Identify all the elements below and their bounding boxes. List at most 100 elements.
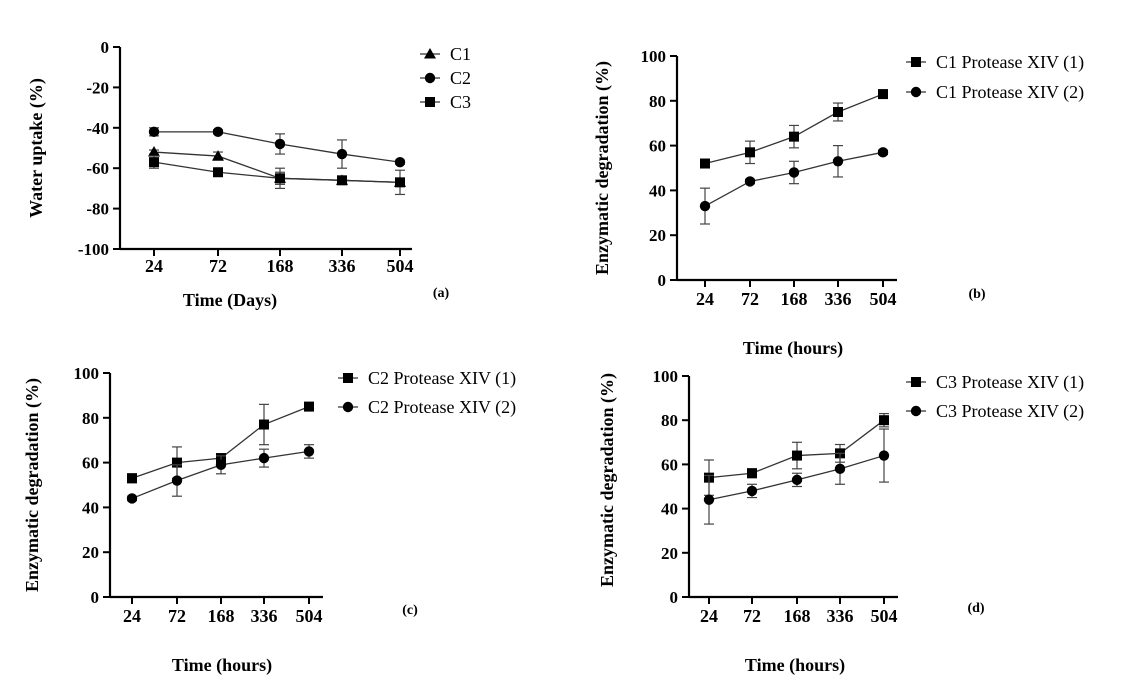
- panel1-data-point: [149, 157, 159, 168]
- panel4-y-tick-label: 60: [661, 455, 678, 474]
- panel3-data-point: [172, 457, 182, 468]
- panel3-x-tick-label: 336: [251, 606, 278, 626]
- panel2-x-tick-label: 504: [870, 289, 897, 309]
- panel2-panel-label: (b): [968, 287, 985, 302]
- panel1-y-tick-label: -20: [86, 78, 109, 97]
- panel2-x-tick-label: 24: [696, 289, 714, 309]
- panel1-x-tick-label: 168: [267, 256, 294, 276]
- panel4-x-tick-label: 504: [871, 606, 898, 626]
- panel4-y-axis-title: Enzymatic degradation (%): [597, 373, 618, 587]
- panel4-legend-label: C3 Protease XIV (1): [936, 372, 1084, 393]
- panel2-series-2: [699, 145, 889, 225]
- panel1-legend-label: C2: [450, 68, 471, 88]
- panel3-legend-swatch-marker: [342, 401, 354, 413]
- panel2-data-point: [789, 131, 799, 142]
- panel1-y-tick-label: -100: [78, 240, 109, 259]
- panel2-data-point: [699, 200, 711, 212]
- panel3-data-point: [127, 473, 137, 484]
- panel3-y-tick-label: 20: [82, 543, 99, 562]
- panel1-y-tick-label: -40: [86, 119, 109, 138]
- panel4-data-point: [834, 463, 846, 475]
- panel1-data-point: [213, 167, 223, 178]
- panel4-x-tick-label: 336: [827, 606, 854, 626]
- panel1-data-point: [394, 156, 406, 168]
- panel1-y-tick-label: -60: [86, 159, 109, 178]
- panel2-y-tick-label: 0: [658, 271, 667, 290]
- panel1-x-axis-title: Time (Days): [183, 290, 277, 311]
- panel2-y-tick-label: 80: [649, 92, 666, 111]
- panel4-data-point: [746, 485, 758, 497]
- panel1-x-tick-label: 24: [145, 256, 163, 276]
- panel1-x-tick-label: 504: [387, 256, 414, 276]
- panel2-data-point: [877, 147, 889, 158]
- panel4-data-point: [703, 494, 715, 505]
- panel4-y-tick-label: 0: [670, 588, 679, 607]
- panel3-panel-label: (c): [402, 603, 418, 618]
- panel4-x-tick-label: 72: [743, 606, 761, 626]
- panel4-x-tick-label: 24: [700, 606, 718, 626]
- panel3-data-point: [303, 446, 315, 457]
- panel3: 100 80 60 40 20 0 24 72 168 336 504 Time (hours) Enz…: [22, 364, 516, 676]
- panel3-x-tick-label: 504: [296, 606, 323, 626]
- panel1-data-point: [395, 177, 405, 188]
- panel4-data-point: [878, 450, 890, 461]
- panel3-x-axis-title: Time (hours): [172, 655, 272, 676]
- panel2-x-axis-title: Time (hours): [743, 338, 843, 359]
- panel2-y-tick-label: 100: [641, 47, 667, 66]
- panel2-data-point: [833, 107, 843, 117]
- panel3-y-tick-label: 60: [82, 454, 99, 473]
- panel2-y-tick-label: 60: [649, 137, 666, 156]
- panel4-legend-swatch-marker: [911, 377, 921, 387]
- panel2-x-tick-label: 336: [825, 289, 852, 309]
- panel1-legend-swatch-marker: [424, 72, 436, 84]
- panel2-legend-swatch-marker: [911, 57, 921, 67]
- panel1-legend: C1 C2 C3: [420, 44, 471, 112]
- panel4-panel-label: (d): [967, 601, 984, 616]
- panel2-legend-swatch-marker: [910, 86, 922, 98]
- panel3-data-point: [126, 493, 138, 504]
- panel1-data-point: [336, 148, 348, 160]
- panel2-y-tick-label: 40: [649, 181, 666, 200]
- panel4-y-tick-label: 80: [661, 411, 678, 430]
- panel1-data-point: [212, 126, 224, 138]
- panel1-legend-swatch-marker: [424, 48, 436, 59]
- panel1-data-point: [212, 150, 224, 161]
- panel2: 100 80 60 40 20 0 24 72 168 336 504 Time (hours) Enz…: [592, 47, 1084, 359]
- panel1-data-point: [337, 175, 347, 186]
- panel3-data-point: [171, 475, 183, 486]
- panel2-data-point: [832, 156, 844, 167]
- panel3-y-tick-label: 100: [74, 364, 100, 383]
- panel2-series-1: [700, 89, 888, 169]
- panel4-y-tick-label: 100: [653, 367, 679, 386]
- panel3-y-axis-title: Enzymatic degradation (%): [22, 378, 43, 592]
- panel1-legend-label: C3: [450, 92, 471, 112]
- panel4-legend-swatch-marker: [910, 405, 922, 417]
- panel1-y-tick-label: -80: [86, 200, 109, 219]
- panel3-data-point: [259, 419, 269, 430]
- panel2-legend-label: C1 Protease XIV (1): [936, 52, 1084, 73]
- panel1-data-point: [148, 146, 160, 157]
- panel2-data-point: [788, 167, 800, 178]
- panel1-data-point: [274, 138, 286, 150]
- panel3-y-tick-label: 80: [82, 409, 99, 428]
- panel3-data-point: [258, 452, 270, 464]
- panel1-x-tick-label: 336: [329, 256, 356, 276]
- panel2-data-point: [745, 147, 755, 158]
- panel2-legend: C1 Protease XIV (1) C1 Protease XIV (2): [906, 52, 1084, 103]
- panel2-data-point: [700, 158, 710, 169]
- panel1-data-point: [148, 126, 160, 138]
- panel3-data-point: [215, 459, 227, 471]
- panel4-data-point: [879, 415, 889, 426]
- panel1-legend-label: C1: [450, 44, 471, 64]
- panel4-series-2: [703, 428, 890, 525]
- panel4-data-point: [792, 450, 802, 461]
- panel4-x-tick-label: 168: [784, 606, 811, 626]
- panel3-legend-label: C2 Protease XIV (1): [368, 368, 516, 389]
- panel4-x-axis-title: Time (hours): [745, 655, 845, 676]
- panel4-legend: C3 Protease XIV (1) C3 Protease XIV (2): [906, 372, 1084, 422]
- panel2-data-point: [744, 176, 756, 187]
- panel4-y-tick-label: 40: [661, 500, 678, 519]
- panel4-y-tick-label: 20: [661, 544, 678, 563]
- panel3-data-point: [304, 401, 314, 412]
- panel3-legend-swatch-marker: [343, 373, 353, 383]
